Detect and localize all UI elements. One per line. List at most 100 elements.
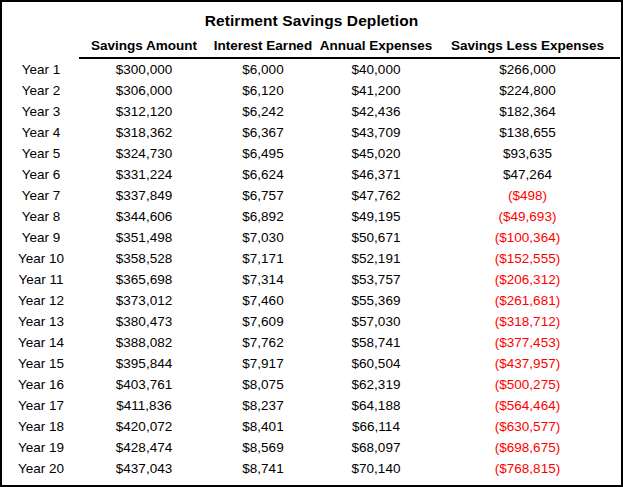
annual-expenses-cell: $66,114 (317, 416, 435, 437)
savings-less-expenses-cell: ($768,815) (435, 458, 620, 479)
table-row: Year 15$395,844$7,917$60,504($437,957) (3, 353, 620, 374)
table-row: Year 9$351,498$7,030$50,671($100,364) (3, 227, 620, 248)
savings-amount-cell: $344,606 (79, 206, 209, 227)
table-row: Year 20$437,043$8,741$70,140($768,815) (3, 458, 620, 479)
interest-earned-cell: $8,569 (209, 437, 317, 458)
interest-earned-cell: $7,917 (209, 353, 317, 374)
savings-amount-cell: $306,000 (79, 80, 209, 101)
annual-expenses-cell: $41,200 (317, 80, 435, 101)
savings-amount-cell: $395,844 (79, 353, 209, 374)
savings-amount-cell: $420,072 (79, 416, 209, 437)
column-header-interest-earned: Interest Earned (209, 36, 317, 58)
savings-amount-cell: $428,474 (79, 437, 209, 458)
interest-earned-cell: $6,495 (209, 143, 317, 164)
table-row: Year 17$411,836$8,237$64,188($564,464) (3, 395, 620, 416)
year-label-cell: Year 3 (3, 101, 79, 122)
table-row: Year 10$358,528$7,171$52,191($152,555) (3, 248, 620, 269)
annual-expenses-cell: $50,671 (317, 227, 435, 248)
table-row: Year 19$428,474$8,569$68,097($698,675) (3, 437, 620, 458)
savings-less-expenses-cell: ($49,693) (435, 206, 620, 227)
annual-expenses-cell: $58,741 (317, 332, 435, 353)
annual-expenses-cell: $43,709 (317, 122, 435, 143)
annual-expenses-cell: $45,020 (317, 143, 435, 164)
year-label-cell: Year 16 (3, 374, 79, 395)
savings-amount-cell: $437,043 (79, 458, 209, 479)
year-label-cell: Year 18 (3, 416, 79, 437)
interest-earned-cell: $8,741 (209, 458, 317, 479)
table-row: Year 14$388,082$7,762$58,741($377,453) (3, 332, 620, 353)
interest-earned-cell: $6,624 (209, 164, 317, 185)
interest-earned-cell: $8,237 (209, 395, 317, 416)
interest-earned-cell: $8,075 (209, 374, 317, 395)
page-title: Retirment Savings Depletion (2, 9, 621, 36)
year-label-cell: Year 12 (3, 290, 79, 311)
year-label-cell: Year 8 (3, 206, 79, 227)
interest-earned-cell: $7,609 (209, 311, 317, 332)
savings-amount-cell: $312,120 (79, 101, 209, 122)
savings-less-expenses-cell: ($100,364) (435, 227, 620, 248)
year-label-cell: Year 10 (3, 248, 79, 269)
savings-less-expenses-cell: $138,655 (435, 122, 620, 143)
table-row: Year 7$337,849$6,757$47,762($498) (3, 185, 620, 206)
savings-amount-cell: $365,698 (79, 269, 209, 290)
savings-amount-cell: $337,849 (79, 185, 209, 206)
year-label-cell: Year 6 (3, 164, 79, 185)
annual-expenses-cell: $64,188 (317, 395, 435, 416)
savings-less-expenses-cell: ($377,453) (435, 332, 620, 353)
annual-expenses-cell: $47,762 (317, 185, 435, 206)
column-header-year (3, 36, 79, 58)
savings-amount-cell: $411,836 (79, 395, 209, 416)
year-label-cell: Year 11 (3, 269, 79, 290)
year-label-cell: Year 1 (3, 58, 79, 80)
savings-less-expenses-cell: ($564,464) (435, 395, 620, 416)
table-row: Year 6$331,224$6,624$46,371$47,264 (3, 164, 620, 185)
annual-expenses-cell: $52,191 (317, 248, 435, 269)
savings-less-expenses-cell: ($318,712) (435, 311, 620, 332)
annual-expenses-cell: $68,097 (317, 437, 435, 458)
annual-expenses-cell: $57,030 (317, 311, 435, 332)
table-row: Year 3$312,120$6,242$42,436$182,364 (3, 101, 620, 122)
annual-expenses-cell: $70,140 (317, 458, 435, 479)
savings-less-expenses-cell: $266,000 (435, 58, 620, 80)
savings-less-expenses-cell: ($500,275) (435, 374, 620, 395)
interest-earned-cell: $7,314 (209, 269, 317, 290)
savings-amount-cell: $300,000 (79, 58, 209, 80)
savings-amount-cell: $331,224 (79, 164, 209, 185)
annual-expenses-cell: $42,436 (317, 101, 435, 122)
interest-earned-cell: $6,242 (209, 101, 317, 122)
retirement-depletion-table: Savings Amount Interest Earned Annual Ex… (3, 36, 620, 479)
column-header-savings-less-expenses: Savings Less Expenses (435, 36, 620, 58)
year-label-cell: Year 2 (3, 80, 79, 101)
year-label-cell: Year 19 (3, 437, 79, 458)
column-header-annual-expenses: Annual Expenses (317, 36, 435, 58)
year-label-cell: Year 20 (3, 458, 79, 479)
table-row: Year 12$373,012$7,460$55,369($261,681) (3, 290, 620, 311)
table-row: Year 5$324,730$6,495$45,020$93,635 (3, 143, 620, 164)
table-row: Year 18$420,072$8,401$66,114($630,577) (3, 416, 620, 437)
annual-expenses-cell: $40,000 (317, 58, 435, 80)
savings-amount-cell: $351,498 (79, 227, 209, 248)
column-header-savings-amount: Savings Amount (79, 36, 209, 58)
interest-earned-cell: $7,171 (209, 248, 317, 269)
year-label-cell: Year 5 (3, 143, 79, 164)
annual-expenses-cell: $49,195 (317, 206, 435, 227)
interest-earned-cell: $8,401 (209, 416, 317, 437)
savings-less-expenses-cell: ($437,957) (435, 353, 620, 374)
table-row: Year 4$318,362$6,367$43,709$138,655 (3, 122, 620, 143)
interest-earned-cell: $7,762 (209, 332, 317, 353)
annual-expenses-cell: $62,319 (317, 374, 435, 395)
annual-expenses-cell: $60,504 (317, 353, 435, 374)
year-label-cell: Year 14 (3, 332, 79, 353)
year-label-cell: Year 4 (3, 122, 79, 143)
savings-amount-cell: $380,473 (79, 311, 209, 332)
interest-earned-cell: $6,367 (209, 122, 317, 143)
year-label-cell: Year 15 (3, 353, 79, 374)
savings-less-expenses-cell: $93,635 (435, 143, 620, 164)
table-row: Year 2$306,000$6,120$41,200$224,800 (3, 80, 620, 101)
savings-less-expenses-cell: ($206,312) (435, 269, 620, 290)
table-row: Year 11$365,698$7,314$53,757($206,312) (3, 269, 620, 290)
table-header-row: Savings Amount Interest Earned Annual Ex… (3, 36, 620, 58)
savings-amount-cell: $358,528 (79, 248, 209, 269)
savings-less-expenses-cell: $47,264 (435, 164, 620, 185)
interest-earned-cell: $6,120 (209, 80, 317, 101)
